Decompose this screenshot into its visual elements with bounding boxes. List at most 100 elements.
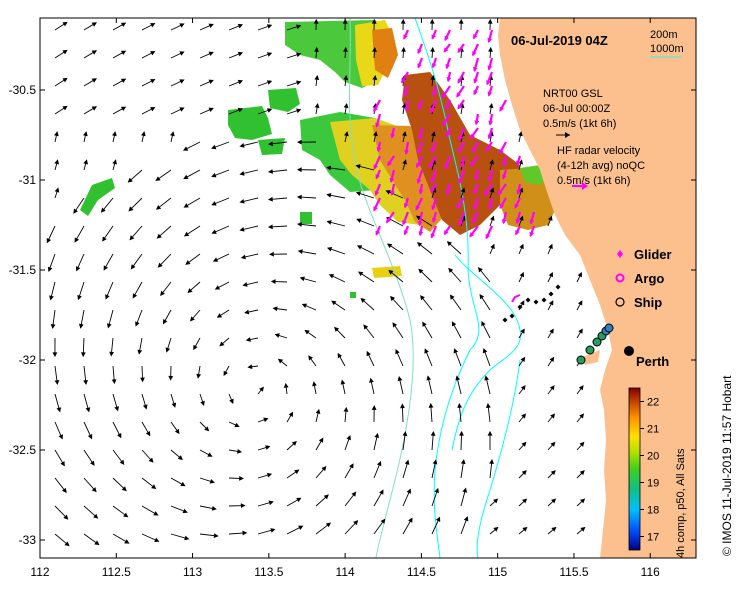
x-tick-label: 112.5 xyxy=(102,565,131,579)
model-arrow xyxy=(170,131,175,143)
ship-symbol xyxy=(615,297,625,307)
model-arrow xyxy=(199,505,217,511)
model-arrow xyxy=(239,141,259,148)
model-arrow xyxy=(286,52,302,59)
glider-position xyxy=(517,304,523,310)
sst-patch-west3 xyxy=(258,138,285,155)
model-note-line2: 06-Jul 00:00Z xyxy=(543,103,611,115)
model-arrow xyxy=(576,272,582,283)
model-arrow xyxy=(127,169,143,183)
model-arrow xyxy=(141,131,146,143)
model-arrow xyxy=(547,356,555,367)
model-arrow xyxy=(47,253,56,272)
model-arrow xyxy=(83,106,97,115)
radar-arrow xyxy=(516,183,522,195)
radar-arrow xyxy=(456,85,465,98)
model-arrow xyxy=(489,498,499,507)
model-arrow xyxy=(430,46,435,59)
model-arrow xyxy=(165,337,172,353)
model-arrow xyxy=(106,309,114,329)
model-arrow xyxy=(518,441,527,451)
model-arrow xyxy=(451,321,462,339)
model-arrow xyxy=(160,281,172,296)
radar-arrow xyxy=(487,127,494,140)
model-arrow xyxy=(340,379,346,395)
model-arrow xyxy=(431,131,436,143)
model-arrow xyxy=(455,375,462,395)
model-arrow xyxy=(371,405,377,423)
model-arrow xyxy=(132,281,143,299)
model-arrow xyxy=(54,159,59,171)
model-arrow xyxy=(326,192,346,199)
argo-symbol xyxy=(615,273,625,283)
radar-arrow xyxy=(402,211,410,226)
colorbar-label: 4h comp, p50, All Sats xyxy=(675,448,687,558)
model-arrow xyxy=(170,107,185,115)
model-arrow xyxy=(304,329,317,339)
model-arrow xyxy=(54,533,70,547)
radar-arrow xyxy=(403,197,410,209)
glider-position xyxy=(548,291,554,297)
model-arrow xyxy=(193,337,201,351)
radar-arrow xyxy=(417,211,424,227)
contour-1000m xyxy=(348,18,414,558)
model-arrow xyxy=(518,187,524,199)
model-arrow xyxy=(402,131,407,143)
model-arrow xyxy=(228,79,244,87)
model-arrow xyxy=(155,169,172,182)
radar-arrow xyxy=(529,211,536,225)
sst-patch-hot-core xyxy=(402,72,520,235)
glider-track xyxy=(502,284,561,323)
model-arrow xyxy=(518,413,527,423)
model-arrow xyxy=(74,225,85,243)
model-arrow xyxy=(183,169,201,180)
model-arrow xyxy=(402,488,411,507)
model-arrow xyxy=(518,356,526,367)
model-arrow xyxy=(460,459,466,479)
model-arrow xyxy=(199,23,214,31)
y-tick-label: -30.5 xyxy=(9,83,37,97)
model-arrow xyxy=(49,281,56,301)
model-arrow xyxy=(373,131,378,143)
model-arrow xyxy=(518,526,528,535)
model-arrow xyxy=(80,337,86,358)
model-arrow xyxy=(141,421,151,437)
model-arrow xyxy=(388,269,404,283)
radar-arrow xyxy=(514,197,521,209)
radar-arrow xyxy=(373,99,381,113)
model-arrow xyxy=(105,281,114,300)
radar-arrow xyxy=(474,169,480,181)
model-arrow xyxy=(314,74,320,87)
model-arrow xyxy=(239,197,259,204)
sst-layer xyxy=(80,20,555,298)
model-arrow xyxy=(244,309,259,315)
model-arrow xyxy=(83,477,97,493)
model-arrow xyxy=(326,165,346,171)
model-arrow xyxy=(269,251,288,257)
model-arrow xyxy=(257,80,273,87)
model-arrow xyxy=(576,413,585,423)
model-arrow xyxy=(103,253,114,271)
model-arrow xyxy=(216,309,230,318)
model-arrow xyxy=(458,18,464,31)
sst-patch-tiny2 xyxy=(300,212,312,224)
model-arrow xyxy=(183,197,201,208)
radar-velocity-arrows xyxy=(373,29,536,240)
model-arrow xyxy=(199,421,210,432)
model-arrow xyxy=(83,50,97,59)
model-arrow xyxy=(301,303,317,311)
model-arrow xyxy=(547,498,557,507)
radar-arrow xyxy=(485,225,493,240)
radar-arrow xyxy=(469,127,479,140)
model-arrow xyxy=(83,505,99,519)
model-arrow xyxy=(358,271,375,283)
model-arrow xyxy=(274,333,288,339)
radar-arrow xyxy=(456,197,465,209)
model-arrow xyxy=(83,159,88,171)
model-arrow xyxy=(397,376,404,395)
model-arrow xyxy=(54,393,62,413)
model-arrow xyxy=(576,300,583,311)
model-arrow xyxy=(518,385,526,395)
radar-arrow xyxy=(446,71,452,83)
radar-arrow xyxy=(484,141,493,153)
